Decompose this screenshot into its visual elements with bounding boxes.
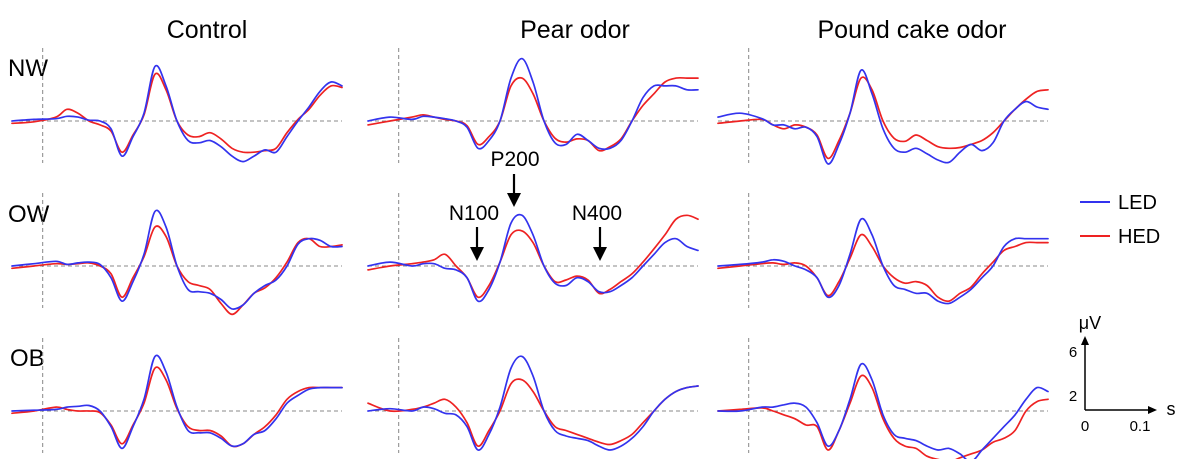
- row-label-nw: NW: [8, 55, 48, 82]
- erp-panels: [11, 48, 1049, 459]
- legend: LED HED: [1080, 192, 1160, 248]
- series-hed-ow-control: [11, 225, 343, 316]
- series-led-nw-pound-cake-odor: [717, 69, 1049, 165]
- series-hed-ob-pound-cake-odor: [717, 374, 1049, 459]
- annotation-n400-arrow-head: [593, 247, 607, 261]
- series-hed-ow-pound-cake-odor: [717, 233, 1049, 303]
- legend-led-label: LED: [1118, 192, 1157, 214]
- row-label-ob: OB: [10, 345, 45, 372]
- scale-bar-x-tick-0-1: 0.1: [1130, 418, 1151, 435]
- panel-ow-pound-cake-odor: [717, 193, 1049, 308]
- scale-bar-x-arrow: [1148, 406, 1157, 414]
- series-hed-nw-pound-cake-odor: [717, 76, 1049, 160]
- series-led-nw-pear-odor: [367, 57, 699, 151]
- panel-nw-control: [11, 48, 343, 163]
- legend-hed-label: HED: [1118, 226, 1160, 248]
- column-title-control: Control: [167, 16, 248, 44]
- series-led-nw-control: [11, 64, 343, 163]
- panel-ob-pear-odor: [367, 338, 699, 453]
- annotation-p200-label: P200: [490, 148, 539, 171]
- panel-ow-pear-odor: [367, 193, 699, 308]
- annotation-n400-label: N400: [572, 202, 622, 225]
- row-label-ow: OW: [8, 201, 50, 228]
- series-led-ob-pound-cake-odor: [717, 362, 1049, 459]
- annotation-n100: N100: [449, 202, 499, 261]
- scale-bar: μV 6 2 0 0.1 s: [1069, 313, 1176, 435]
- scale-bar-x-unit: s: [1167, 399, 1176, 419]
- series-led-ow-pear-odor: [367, 213, 699, 303]
- annotation-n100-arrow-head: [470, 247, 484, 261]
- series-hed-ow-pear-odor: [367, 214, 699, 299]
- annotation-p200-arrow-head: [507, 193, 521, 207]
- panel-ob-pound-cake-odor: [717, 338, 1049, 459]
- annotation-p200: P200: [490, 148, 540, 207]
- annotation-n100-label: N100: [449, 202, 499, 225]
- scale-bar-y-arrow: [1081, 336, 1089, 345]
- series-led-ow-pound-cake-odor: [717, 217, 1049, 305]
- panel-ob-control: [11, 338, 343, 453]
- series-led-ob-control: [11, 354, 343, 450]
- column-title-pear-odor: Pear odor: [520, 16, 630, 44]
- annotation-n400: N400: [572, 202, 622, 261]
- scale-bar-y-tick-2: 2: [1069, 388, 1077, 405]
- series-hed-nw-pear-odor: [367, 76, 699, 152]
- panel-nw-pound-cake-odor: [717, 48, 1049, 165]
- panel-ow-control: [11, 193, 343, 316]
- series-hed-nw-control: [11, 72, 343, 154]
- series-hed-ob-pear-odor: [367, 378, 699, 447]
- series-hed-ob-control: [11, 366, 343, 448]
- scale-bar-y-tick-6: 6: [1069, 344, 1077, 361]
- scale-bar-y-unit: μV: [1079, 313, 1101, 333]
- panel-nw-pear-odor: [367, 48, 699, 163]
- series-led-ob-pear-odor: [367, 355, 699, 451]
- scale-bar-x-tick-0: 0: [1081, 418, 1089, 435]
- series-led-ow-control: [11, 209, 343, 310]
- column-title-pound-cake-odor: Pound cake odor: [817, 16, 1006, 44]
